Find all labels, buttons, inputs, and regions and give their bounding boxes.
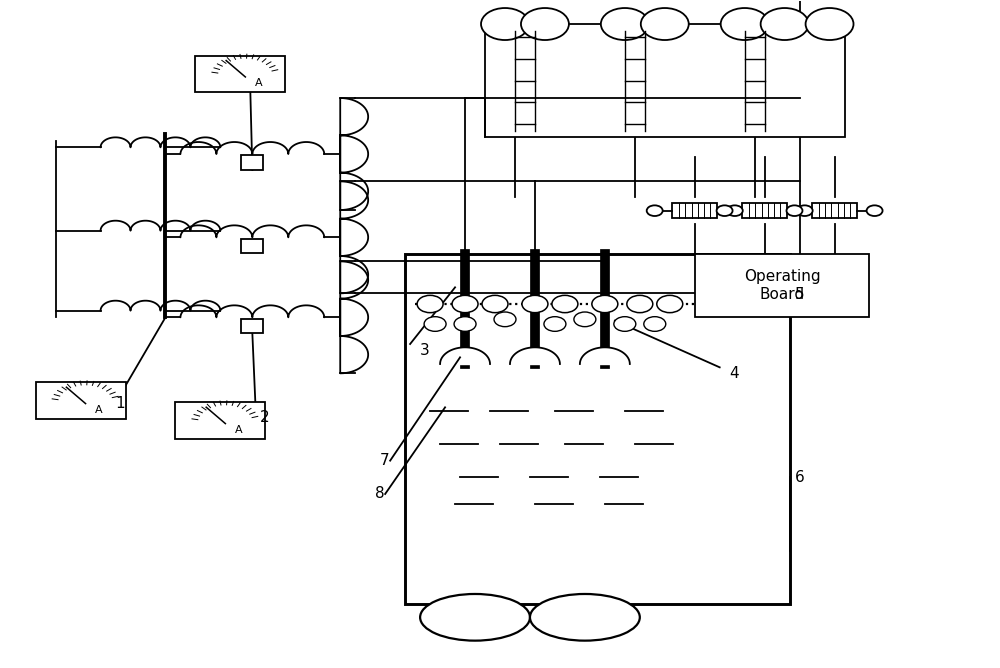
Circle shape — [522, 295, 548, 313]
Circle shape — [657, 295, 683, 313]
Text: 3: 3 — [420, 343, 430, 358]
Bar — [812, 203, 857, 218]
Text: 4: 4 — [730, 367, 739, 381]
Circle shape — [521, 8, 569, 40]
Text: 1: 1 — [116, 397, 125, 411]
Text: A: A — [255, 78, 262, 88]
Circle shape — [806, 8, 854, 40]
Bar — [672, 203, 717, 218]
Bar — [695, 254, 869, 317]
Bar — [241, 238, 263, 253]
Text: 8: 8 — [375, 486, 385, 502]
Circle shape — [717, 205, 733, 216]
Bar — [405, 254, 790, 604]
Circle shape — [797, 205, 813, 216]
Text: A: A — [235, 425, 242, 435]
Text: 2: 2 — [260, 410, 270, 425]
Text: A: A — [95, 405, 102, 415]
Circle shape — [644, 317, 666, 331]
Circle shape — [867, 205, 883, 216]
Bar — [195, 55, 285, 92]
Circle shape — [592, 295, 618, 313]
Text: Operating
Board: Operating Board — [744, 269, 820, 302]
Circle shape — [481, 8, 529, 40]
Bar — [241, 156, 263, 170]
Circle shape — [727, 205, 743, 216]
Ellipse shape — [530, 594, 640, 641]
Circle shape — [452, 295, 478, 313]
Circle shape — [761, 8, 809, 40]
Circle shape — [424, 317, 446, 331]
Bar — [742, 203, 787, 218]
Circle shape — [482, 295, 508, 313]
Circle shape — [614, 317, 636, 331]
Bar — [241, 319, 263, 333]
Circle shape — [647, 205, 663, 216]
Circle shape — [494, 312, 516, 327]
Circle shape — [574, 312, 596, 327]
Text: 5: 5 — [795, 287, 804, 301]
Circle shape — [454, 317, 476, 331]
Circle shape — [417, 295, 443, 313]
Circle shape — [627, 295, 653, 313]
Text: 6: 6 — [795, 470, 804, 485]
Circle shape — [552, 295, 578, 313]
Bar — [36, 382, 126, 419]
Ellipse shape — [420, 594, 530, 641]
Circle shape — [641, 8, 689, 40]
Text: 7: 7 — [380, 453, 390, 468]
Circle shape — [544, 317, 566, 331]
Circle shape — [787, 205, 802, 216]
Bar — [485, 24, 845, 138]
Circle shape — [721, 8, 769, 40]
Bar — [175, 402, 265, 439]
Circle shape — [601, 8, 649, 40]
